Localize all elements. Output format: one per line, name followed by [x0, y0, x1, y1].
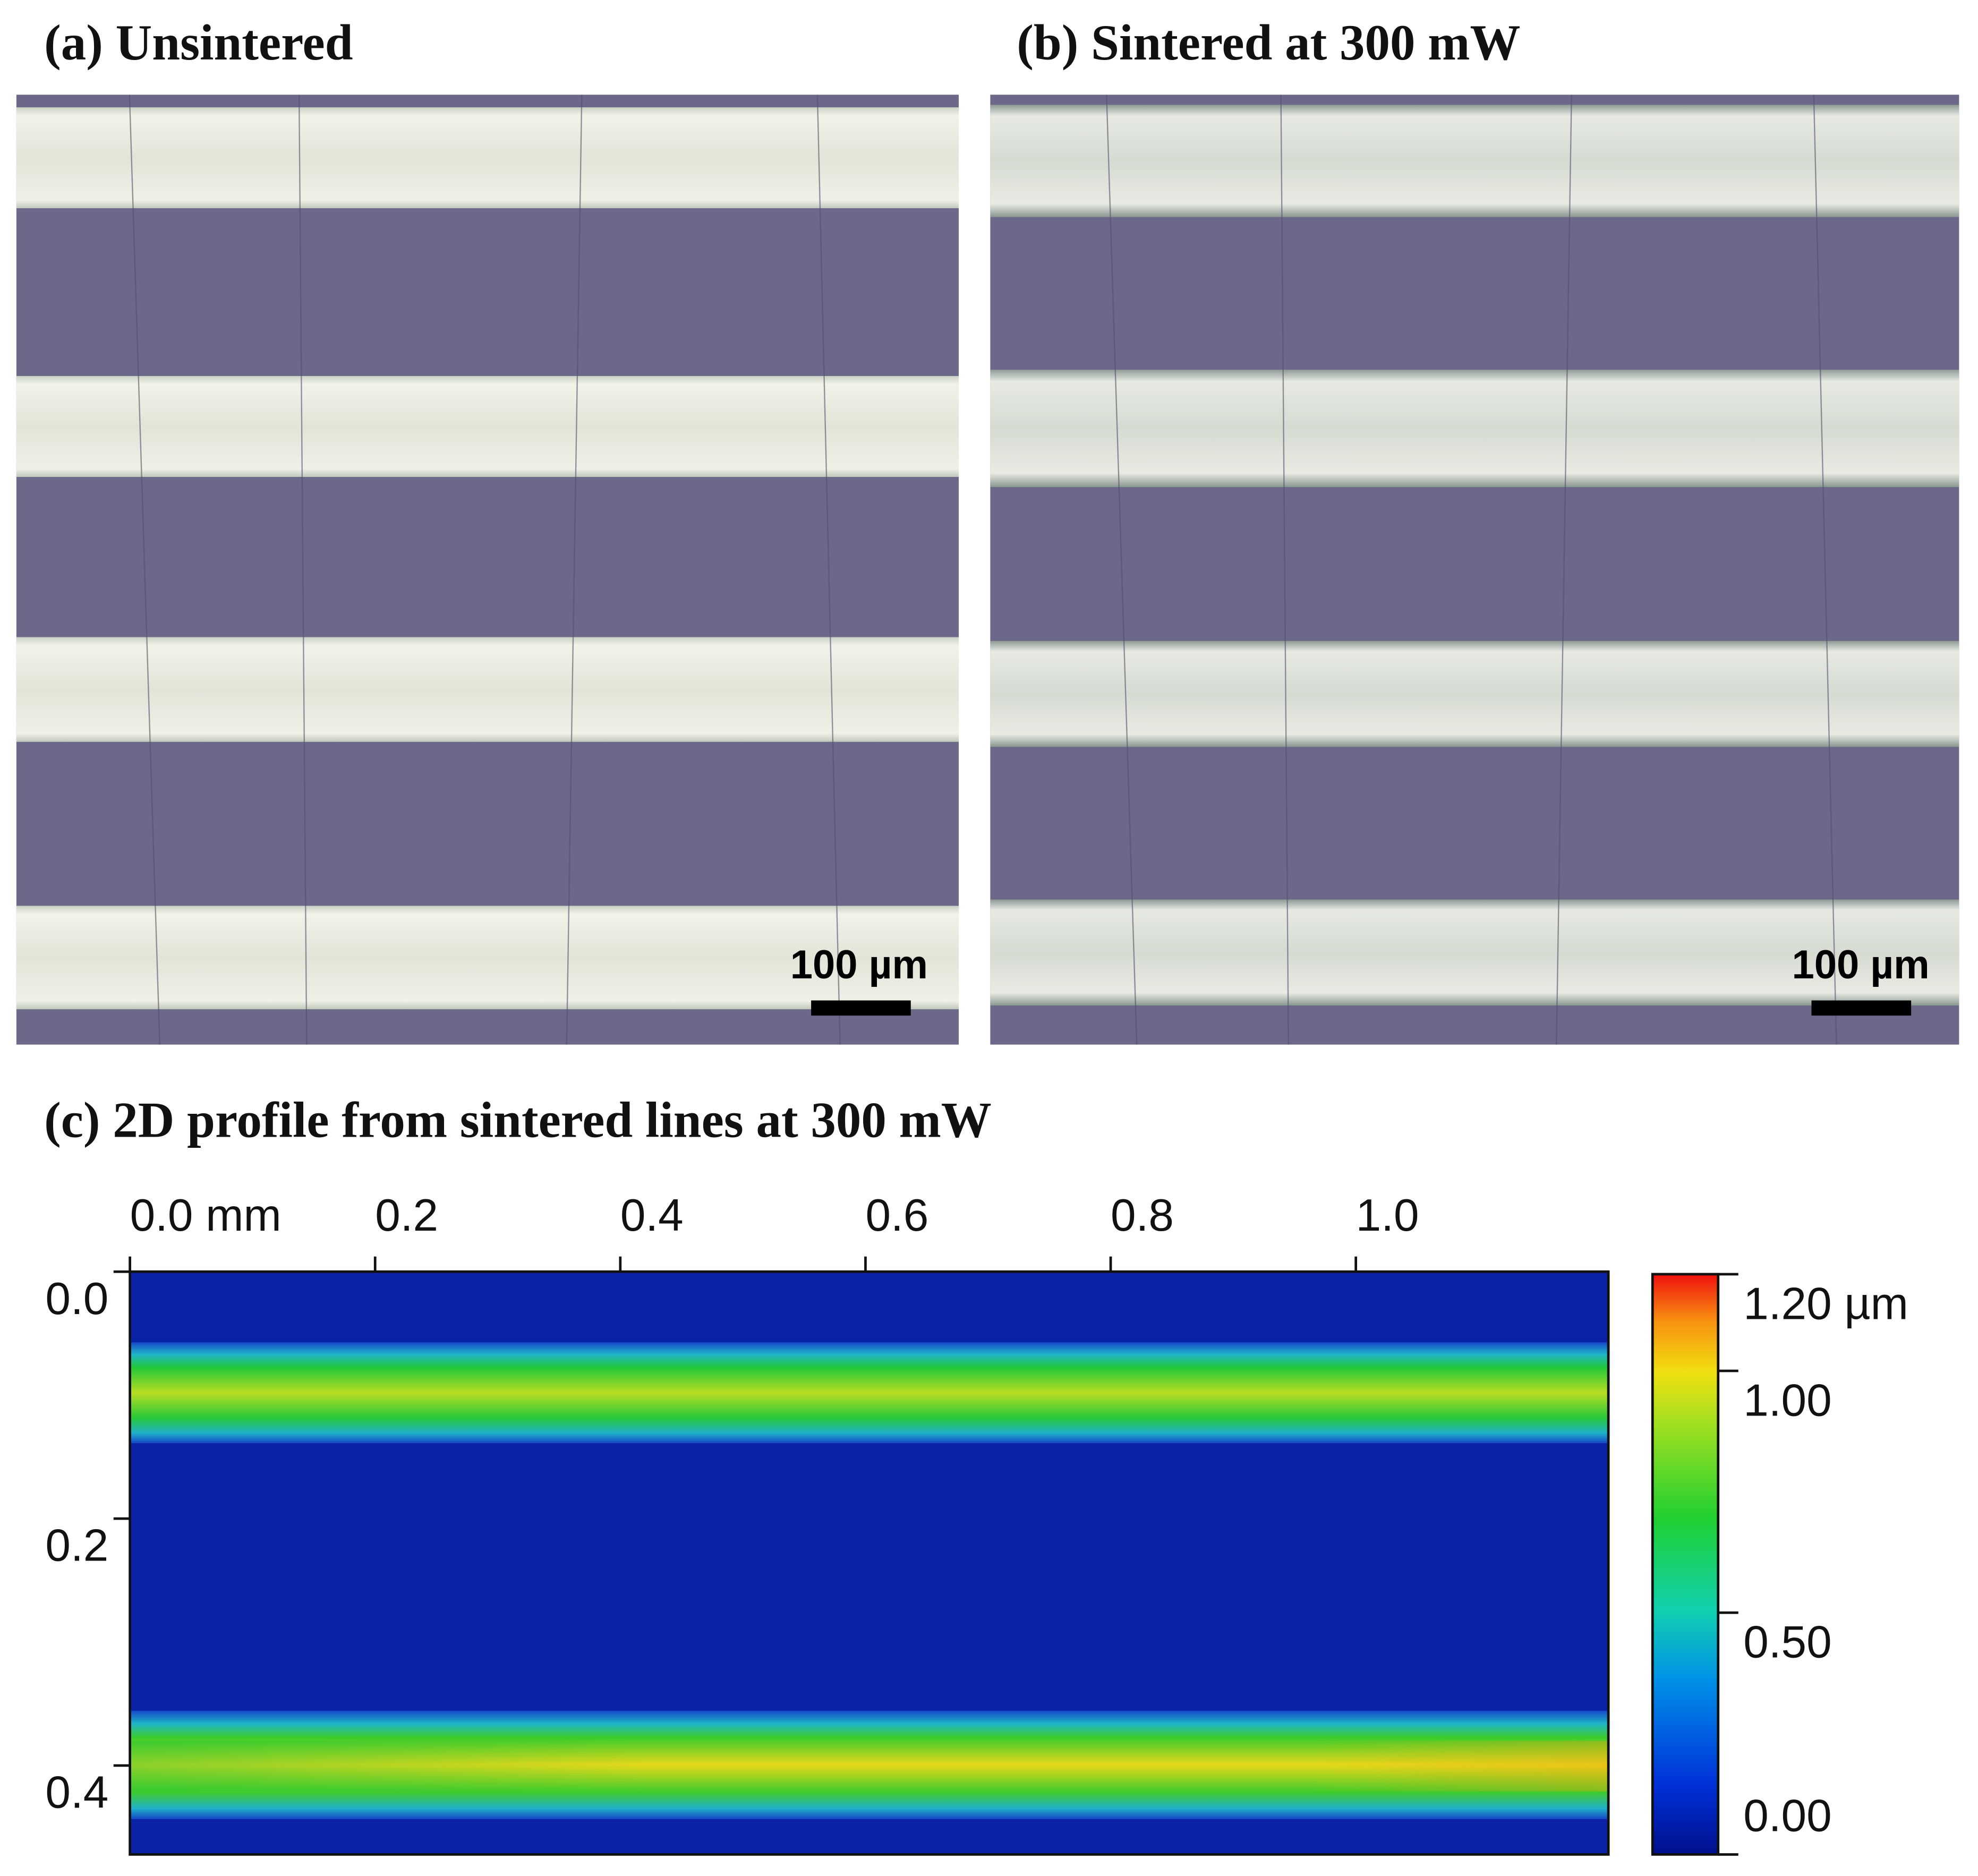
substrate	[990, 95, 1959, 1045]
x-tick-label: 0.4	[620, 1190, 684, 1241]
scratch	[1813, 95, 1837, 1045]
colorbar-tick-label: 0.00	[1743, 1791, 1831, 1841]
colorbar-tick-label: 0.50	[1743, 1617, 1831, 1668]
scratch	[129, 95, 160, 1045]
colorbar	[1651, 1273, 1720, 1856]
scratch	[816, 95, 841, 1045]
panel-title: (b) Sintered at 300 mW	[1017, 14, 1520, 71]
scratch	[1556, 95, 1572, 1045]
scale-bar-label: 100 µm	[790, 942, 928, 987]
scratch	[1280, 95, 1290, 1045]
printed-line	[990, 370, 1959, 487]
x-tick-label: 1.0	[1356, 1190, 1419, 1241]
printed-line	[16, 637, 959, 742]
x-tick-label: 0.6	[865, 1190, 928, 1241]
substrate	[16, 95, 959, 1045]
x-tick-label: 0.2	[375, 1190, 438, 1241]
scale-bar-label: 100 µm	[1792, 942, 1929, 987]
y-tick-label: 0.0	[45, 1274, 108, 1324]
scratch	[1106, 95, 1138, 1045]
scratch	[298, 95, 308, 1045]
y-tick-label: 0.4	[45, 1768, 108, 1818]
micrograph-b	[990, 95, 1959, 1045]
scale-bar	[1811, 1000, 1912, 1016]
printed-line	[990, 105, 1959, 217]
printed-line	[16, 906, 959, 1010]
printed-line	[990, 899, 1959, 1006]
profile-band-shade	[130, 1741, 1609, 1792]
panel-title: (c) 2D profile from sintered lines at 30…	[44, 1092, 992, 1148]
plot-frame	[129, 1270, 1610, 1856]
printed-line	[16, 376, 959, 477]
panel-title: (a) Unsintered	[44, 14, 353, 71]
height-map	[129, 1270, 1610, 1856]
y-tick-label: 0.2	[45, 1521, 108, 1571]
colorbar-tick-label: 1.00	[1743, 1375, 1831, 1426]
scale-bar	[811, 1000, 911, 1016]
x-tick-label: 0.8	[1111, 1190, 1174, 1241]
colorbar-tick-label: 1.20 µm	[1743, 1278, 1908, 1329]
scratch	[566, 95, 583, 1045]
profile-band	[130, 1342, 1609, 1444]
printed-line	[990, 641, 1959, 747]
micrograph-a	[16, 95, 959, 1045]
x-tick-label: 0.0 mm	[130, 1190, 282, 1241]
printed-line	[16, 107, 959, 209]
